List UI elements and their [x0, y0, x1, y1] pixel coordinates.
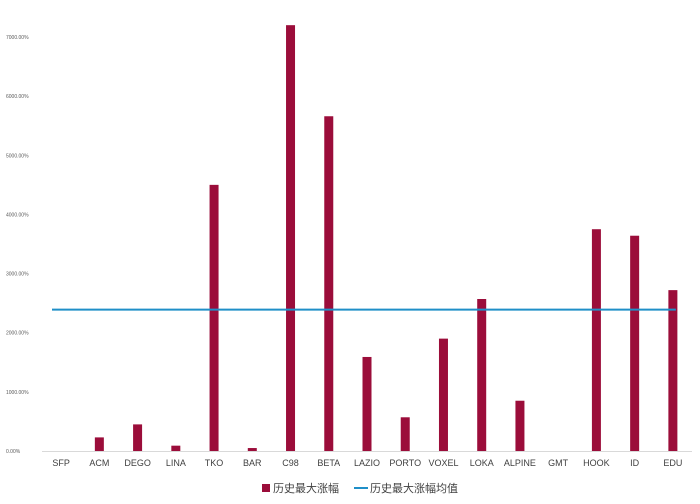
bar — [630, 235, 640, 451]
y-tick-label: 3000.00% — [6, 272, 29, 278]
legend-label-bar: 历史最大涨幅 — [273, 481, 339, 495]
x-tick-label: HOOK — [583, 458, 610, 468]
y-tick-label: 4000.00% — [6, 212, 29, 218]
x-tick-label: SFP — [52, 458, 70, 468]
x-tick-label: BETA — [317, 458, 340, 468]
bar — [133, 424, 143, 451]
y-tick-label: 5000.00% — [6, 153, 29, 159]
x-tick-label: ACM — [89, 458, 109, 468]
x-tick-label: PORTO — [389, 458, 421, 468]
bar — [94, 437, 104, 451]
legend-label-line: 历史最大涨幅均值 — [370, 481, 458, 495]
x-tick-label: EDU — [663, 458, 682, 468]
x-axis-labels: SFP ACM DEGO LINA TKO BAR C98 BETA LAZIO PORTO VOX… — [52, 458, 682, 468]
bar — [515, 400, 525, 451]
bar — [247, 448, 257, 451]
bar — [286, 25, 296, 452]
bar-series — [94, 25, 678, 452]
y-tick-label: 7000.00% — [6, 35, 29, 41]
bar — [324, 116, 334, 451]
y-tick-label: 0.00% — [6, 449, 21, 455]
bar — [171, 445, 181, 451]
bar — [668, 290, 678, 451]
y-tick-label: 1000.00% — [6, 390, 29, 396]
x-tick-label: C98 — [282, 458, 299, 468]
x-tick-label: GMT — [548, 458, 568, 468]
x-tick-label: ALPINE — [504, 458, 536, 468]
y-tick-label: 2000.00% — [6, 331, 29, 337]
bar — [477, 299, 487, 451]
bar — [591, 229, 601, 451]
legend-swatch-bar — [262, 484, 270, 492]
bar — [209, 184, 219, 451]
x-tick-label: BAR — [243, 458, 262, 468]
y-axis: 0.00% 1000.00% 2000.00% 3000.00% 4000.00% 500… — [6, 35, 29, 455]
y-tick-label: 6000.00% — [6, 94, 29, 100]
x-tick-label: LAZIO — [354, 458, 380, 468]
legend: 历史最大涨幅 历史最大涨幅均值 — [262, 481, 458, 495]
x-tick-label: TKO — [205, 458, 224, 468]
x-tick-label: LINA — [166, 458, 186, 468]
x-tick-label: LOKA — [470, 458, 494, 468]
x-tick-label: VOXEL — [428, 458, 458, 468]
x-tick-label: DEGO — [124, 458, 151, 468]
bar — [438, 338, 448, 451]
bar — [400, 417, 410, 451]
x-tick-label: ID — [630, 458, 640, 468]
bar — [362, 356, 372, 451]
